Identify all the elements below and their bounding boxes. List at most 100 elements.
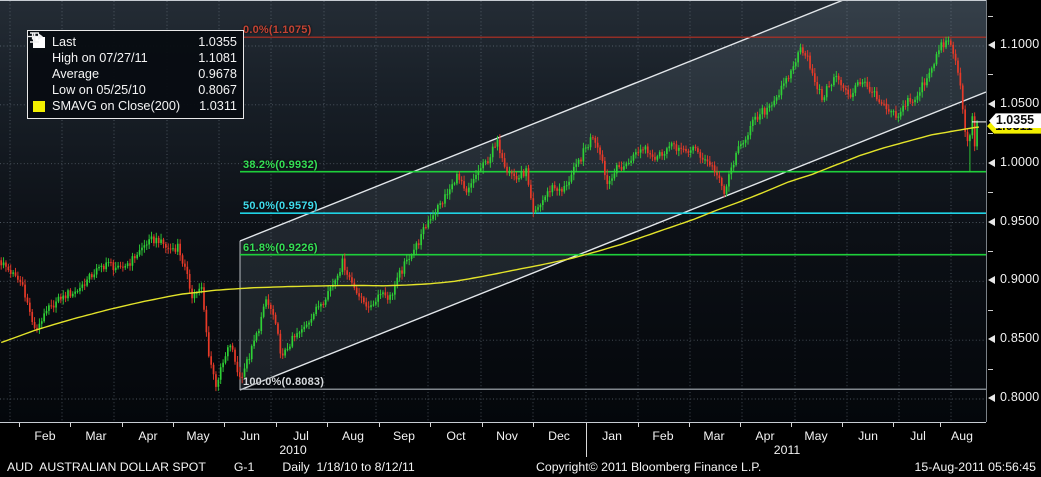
- month-label: Mar: [703, 429, 725, 443]
- legend-label: High on 07/27/11: [52, 51, 148, 65]
- price-tick-icon: [988, 41, 995, 49]
- year-boundary-tick: [586, 423, 587, 457]
- time-tick: [19, 423, 20, 427]
- month-label: Oct: [446, 429, 466, 443]
- time-tick: [379, 423, 380, 427]
- channel-upper-line[interactable]: [239, 1, 986, 242]
- smavg-line[interactable]: [0, 126, 980, 344]
- month-label: Nov: [496, 429, 518, 443]
- time-tick: [533, 423, 534, 427]
- price-tick-icon: [988, 394, 995, 402]
- time-tick: [940, 423, 941, 427]
- price-axis-label: 1.0500: [1000, 95, 1040, 110]
- price-minor-tick: [988, 192, 993, 194]
- price-axis-label: 1.0000: [1000, 154, 1040, 169]
- time-tick: [791, 423, 792, 427]
- month-label: Mar: [85, 429, 107, 443]
- copyright-text: Copyright© 2011 Bloomberg Finance L.P.: [536, 460, 762, 474]
- fib-label: 61.8%(0.9226): [243, 241, 318, 254]
- legend-box: Last 1.0355 High on 07/27/11 1.1081 Aver…: [27, 30, 244, 119]
- price-tick-icon: [988, 217, 995, 226]
- axis-spine: [986, 0, 987, 458]
- chart-plot-area[interactable]: 0.0%(1.1075) 38.2%(0.9932) 50.0%(0.9579) 61…: [0, 0, 986, 422]
- price-axis-label: 1.1000: [1000, 37, 1040, 51]
- year-label: 2011: [773, 443, 801, 457]
- time-tick: [689, 423, 690, 427]
- legend-value: 1.1081: [198, 51, 237, 65]
- price-minor-tick: [988, 74, 993, 76]
- legend-value: 1.0311: [199, 99, 237, 113]
- legend-row-average: Average 0.9678: [28, 33, 237, 82]
- month-label: Apr: [755, 429, 775, 443]
- smavg-swatch-icon: [33, 100, 52, 112]
- price-axis-label: 0.8000: [1000, 390, 1040, 404]
- price-minor-tick: [988, 250, 993, 252]
- year-label: 2010: [279, 443, 307, 457]
- month-label: Sep: [393, 429, 415, 443]
- status-bar: AUD AUSTRALIAN DOLLAR SPOT G-1 Daily 1/18/…: [0, 458, 1041, 477]
- time-tick: [122, 423, 123, 427]
- trend-channel-band: [240, 1, 986, 390]
- price-minor-tick: [988, 133, 993, 135]
- timestamp: 15-Aug-2011 05:56:45: [914, 460, 1036, 474]
- fib-label: 100.0%(0.8083): [243, 376, 325, 389]
- month-label: Apr: [138, 429, 158, 443]
- last-price-badge: 1.0355: [989, 113, 1041, 129]
- legend-value: 1.0355: [198, 35, 237, 49]
- legend-value: 0.8067: [198, 83, 237, 97]
- time-tick: [842, 423, 843, 427]
- month-label: Jul: [910, 429, 926, 443]
- price-tick-icon: [988, 335, 995, 344]
- legend-value: 0.9678: [198, 67, 237, 81]
- month-label: Aug: [342, 429, 364, 443]
- candlestick-chart[interactable]: [0, 1, 986, 423]
- price-tick-icon: [988, 158, 995, 167]
- time-tick: [638, 423, 639, 427]
- chart-code: G-1: [233, 460, 255, 474]
- month-label: Feb: [652, 429, 674, 443]
- legend-row-last: Last 1.0355: [33, 34, 237, 50]
- legend-row-smavg: SMAVG on Close(200) 1.0311: [33, 98, 237, 114]
- price-axis-label: 0.9500: [1000, 213, 1040, 228]
- price-axis-label: 0.9000: [1000, 272, 1040, 287]
- legend-label: SMAVG on Close(200): [52, 99, 181, 113]
- time-tick: [173, 423, 174, 427]
- time-tick: [740, 423, 741, 427]
- legend-label: Low on 05/25/10: [52, 83, 146, 97]
- month-label: Jun: [858, 429, 878, 443]
- time-tick: [482, 423, 483, 427]
- month-label: Aug: [951, 429, 973, 443]
- legend-label: Average: [52, 67, 100, 81]
- month-label: Dec: [548, 429, 570, 443]
- price-minor-tick: [988, 309, 993, 311]
- fib-label: 0.0%(1.1075): [243, 24, 312, 37]
- legend-row-high: High on 07/27/11 1.1081: [30, 32, 237, 66]
- price-minor-tick: [988, 368, 993, 370]
- month-label: May: [804, 429, 828, 443]
- price-minor-tick: [988, 15, 993, 17]
- price-tick-icon: [988, 276, 995, 285]
- month-label: Jun: [240, 429, 260, 443]
- month-label: Feb: [34, 429, 56, 443]
- time-tick: [70, 423, 71, 427]
- month-label: Jan: [602, 429, 622, 443]
- fib-label: 50.0%(0.9579): [243, 200, 318, 213]
- ticker-name: AUD AUSTRALIAN DOLLAR SPOT: [7, 460, 206, 474]
- time-tick: [224, 423, 225, 427]
- time-tick: [430, 423, 431, 427]
- time-tick: [327, 423, 328, 427]
- x-axis-line: [0, 422, 986, 423]
- time-tick: [276, 423, 277, 427]
- legend-row-low: Low on 05/25/10 0.8067: [30, 33, 237, 98]
- channel-lower-line[interactable]: [239, 91, 986, 391]
- month-label: May: [186, 429, 210, 443]
- instrument-info: AUD AUSTRALIAN DOLLAR SPOT G-1 Daily 1/18/…: [7, 460, 415, 474]
- fib-label: 38.2%(0.9932): [243, 158, 318, 171]
- price-tick-icon: [988, 99, 995, 108]
- price-axis-label: 0.8500: [1000, 331, 1040, 346]
- time-axis: Feb Mar Apr May Jun Jul Aug Sep Oct Nov Dec Jan Feb M…: [0, 422, 1041, 458]
- date-range: Daily 1/18/10 to 8/12/11: [282, 460, 415, 474]
- legend-label: Last: [52, 35, 76, 49]
- price-axis: 1.0311 1.0355 1.10001.05001.00000.95000.…: [987, 0, 1041, 458]
